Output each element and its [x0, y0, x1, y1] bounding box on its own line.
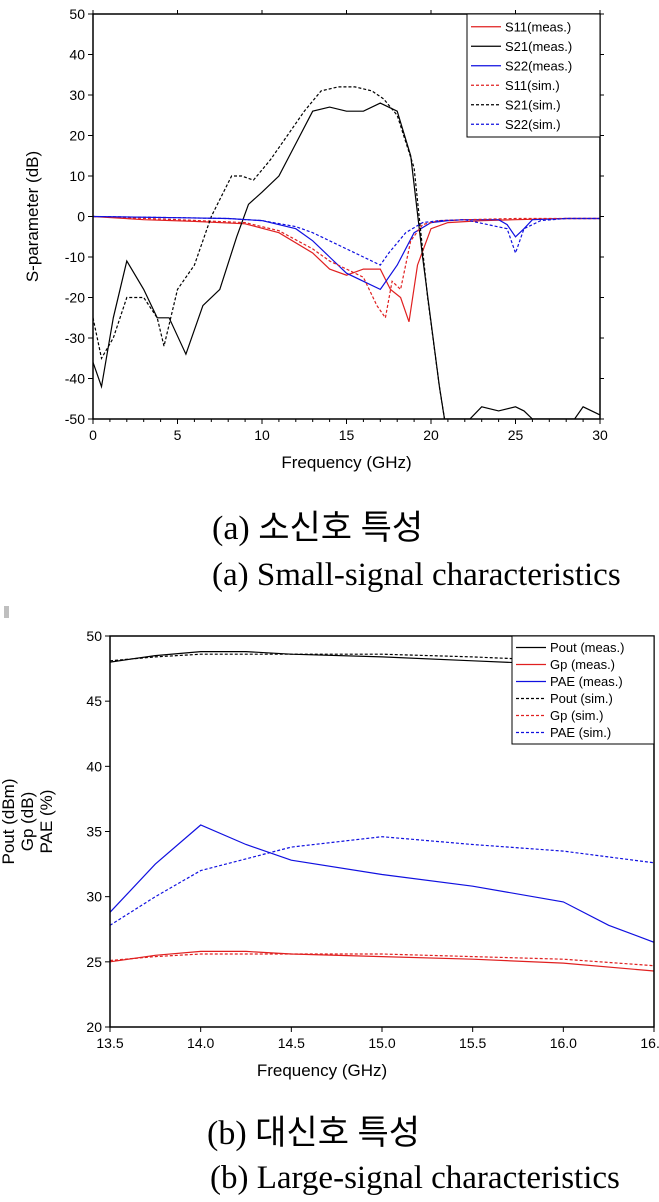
- x-tick-label: 13.5: [96, 1035, 123, 1051]
- legend-entry: Gp (meas.): [550, 657, 615, 672]
- x-tick-label: 14.0: [187, 1035, 214, 1051]
- y-tick-label: 40: [69, 47, 85, 63]
- y-tick-label: 50: [86, 628, 102, 644]
- x-tick-label: 16.0: [550, 1035, 577, 1051]
- y-tick-label: 10: [69, 168, 85, 184]
- series-line-pae-meas-: [110, 824, 654, 943]
- y-tick-label: 40: [86, 758, 102, 774]
- y-tick-label: 20: [69, 128, 85, 144]
- y-axis-label-line: Pout (dBm): [0, 779, 18, 865]
- y-tick-label: 20: [86, 1019, 102, 1035]
- y-axis-label: S-parameter (dB): [23, 151, 42, 282]
- plot-frame: [109, 635, 655, 1028]
- series-line-s21-sim-: [93, 86, 446, 419]
- x-tick-label: 14.5: [278, 1035, 305, 1051]
- series-line-pae-sim-: [110, 836, 654, 926]
- x-tick-label: 15.0: [368, 1035, 395, 1051]
- legend-box: [511, 635, 655, 745]
- legend-entry: Pout (sim.): [550, 691, 613, 706]
- x-axis-label: Frequency (GHz): [281, 453, 411, 472]
- legend-entry: S22(sim.): [505, 117, 561, 132]
- legend-entry: Gp (sim.): [550, 708, 603, 723]
- legend-entry: PAE (meas.): [550, 674, 623, 689]
- page-marker: [4, 606, 9, 618]
- legend-entry: PAE (sim.): [550, 725, 611, 740]
- caption-a-korean: (a) 소신호 특성: [212, 510, 424, 547]
- legend-entry: S11(meas.): [505, 19, 571, 34]
- y-tick-label: 30: [69, 87, 85, 103]
- x-tick-label: 0: [89, 427, 97, 443]
- x-tick-label: 25: [508, 427, 524, 443]
- legend-entry: S21(sim.): [505, 97, 561, 112]
- x-tick-label: 5: [174, 427, 182, 443]
- series-line-s21-meas-: [93, 102, 600, 419]
- x-tick-label: 30: [592, 427, 608, 443]
- series-line-s22-meas-: [93, 215, 600, 291]
- y-tick-label: 50: [69, 6, 85, 22]
- plot-frame: [92, 13, 601, 420]
- series-line-s11-meas-: [93, 215, 600, 322]
- series-line-s22-sim-: [93, 215, 600, 266]
- caption-a-english: (a) Small-signal characteristics: [212, 557, 621, 593]
- y-axis-label-line: PAE (%): [37, 790, 56, 854]
- legend-entry: Pout (meas.): [550, 640, 624, 655]
- legend-entry: S22(meas.): [505, 58, 572, 73]
- legend-box: [466, 13, 601, 138]
- series-line-gp-sim-: [110, 953, 654, 967]
- y-tick-label: -20: [65, 290, 85, 306]
- y-tick-label: -10: [65, 249, 85, 265]
- s-parameter-chart: 0 5 10 15 20 25 30 -50 -40 -30 -20 -10 0 10 20 30 40 50 Fr…: [23, 6, 608, 472]
- x-tick-label: 16.5: [640, 1035, 659, 1051]
- y-axis-label-line: Gp (dB): [18, 792, 37, 852]
- x-tick-label: 10: [254, 427, 270, 443]
- large-signal-chart: 13.5 14.0 14.5 15.0 15.5 16.0 16.5 20 25 30 35 40 45…: [0, 628, 659, 1080]
- series-line-pout-sim-: [110, 653, 654, 664]
- legend-entry: S21(meas.): [505, 39, 572, 54]
- y-tick-label: 45: [86, 693, 102, 709]
- y-tick-label: -40: [65, 371, 85, 387]
- y-tick-label: 25: [86, 954, 102, 970]
- x-tick-label: 15: [339, 427, 355, 443]
- x-tick-label: 15.5: [459, 1035, 486, 1051]
- y-tick-label: 35: [86, 824, 102, 840]
- series-line-s11-sim-: [93, 215, 600, 320]
- x-tick-label: 20: [423, 427, 439, 443]
- y-tick-label: 0: [77, 209, 85, 225]
- caption-b-korean: (b) 대신호 특성: [207, 1115, 421, 1152]
- legend-entry: S11(sim.): [505, 78, 560, 93]
- y-tick-label: -30: [65, 330, 85, 346]
- y-tick-label: 30: [86, 889, 102, 905]
- caption-b-english: (b) Large-signal characteristics: [210, 1160, 620, 1196]
- x-axis-label: Frequency (GHz): [257, 1061, 387, 1080]
- y-tick-label: -50: [65, 411, 85, 427]
